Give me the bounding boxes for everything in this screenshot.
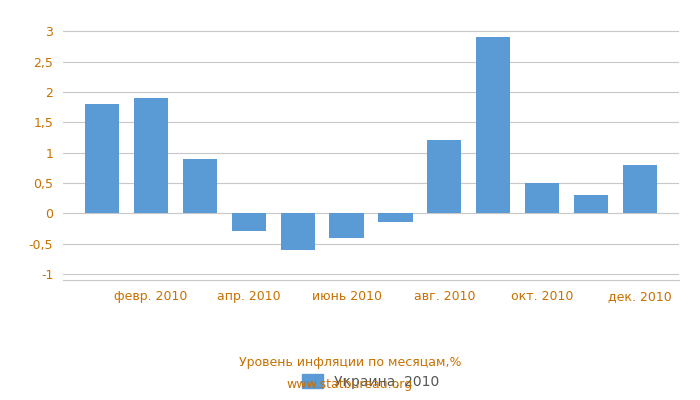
Text: www.statbureau.org: www.statbureau.org (287, 378, 413, 391)
Legend: Украина, 2010: Украина, 2010 (297, 368, 445, 394)
Bar (232, 213, 266, 232)
Bar (183, 159, 217, 213)
Bar (330, 213, 364, 238)
Text: Уровень инфляции по месяцам,%: Уровень инфляции по месяцам,% (239, 356, 461, 369)
Bar (476, 37, 510, 213)
Bar (623, 165, 657, 213)
Bar (427, 140, 461, 213)
Bar (574, 195, 608, 213)
Bar (525, 183, 559, 213)
Bar (281, 213, 315, 250)
Bar (134, 98, 168, 213)
Bar (378, 213, 412, 222)
Bar (85, 104, 119, 213)
